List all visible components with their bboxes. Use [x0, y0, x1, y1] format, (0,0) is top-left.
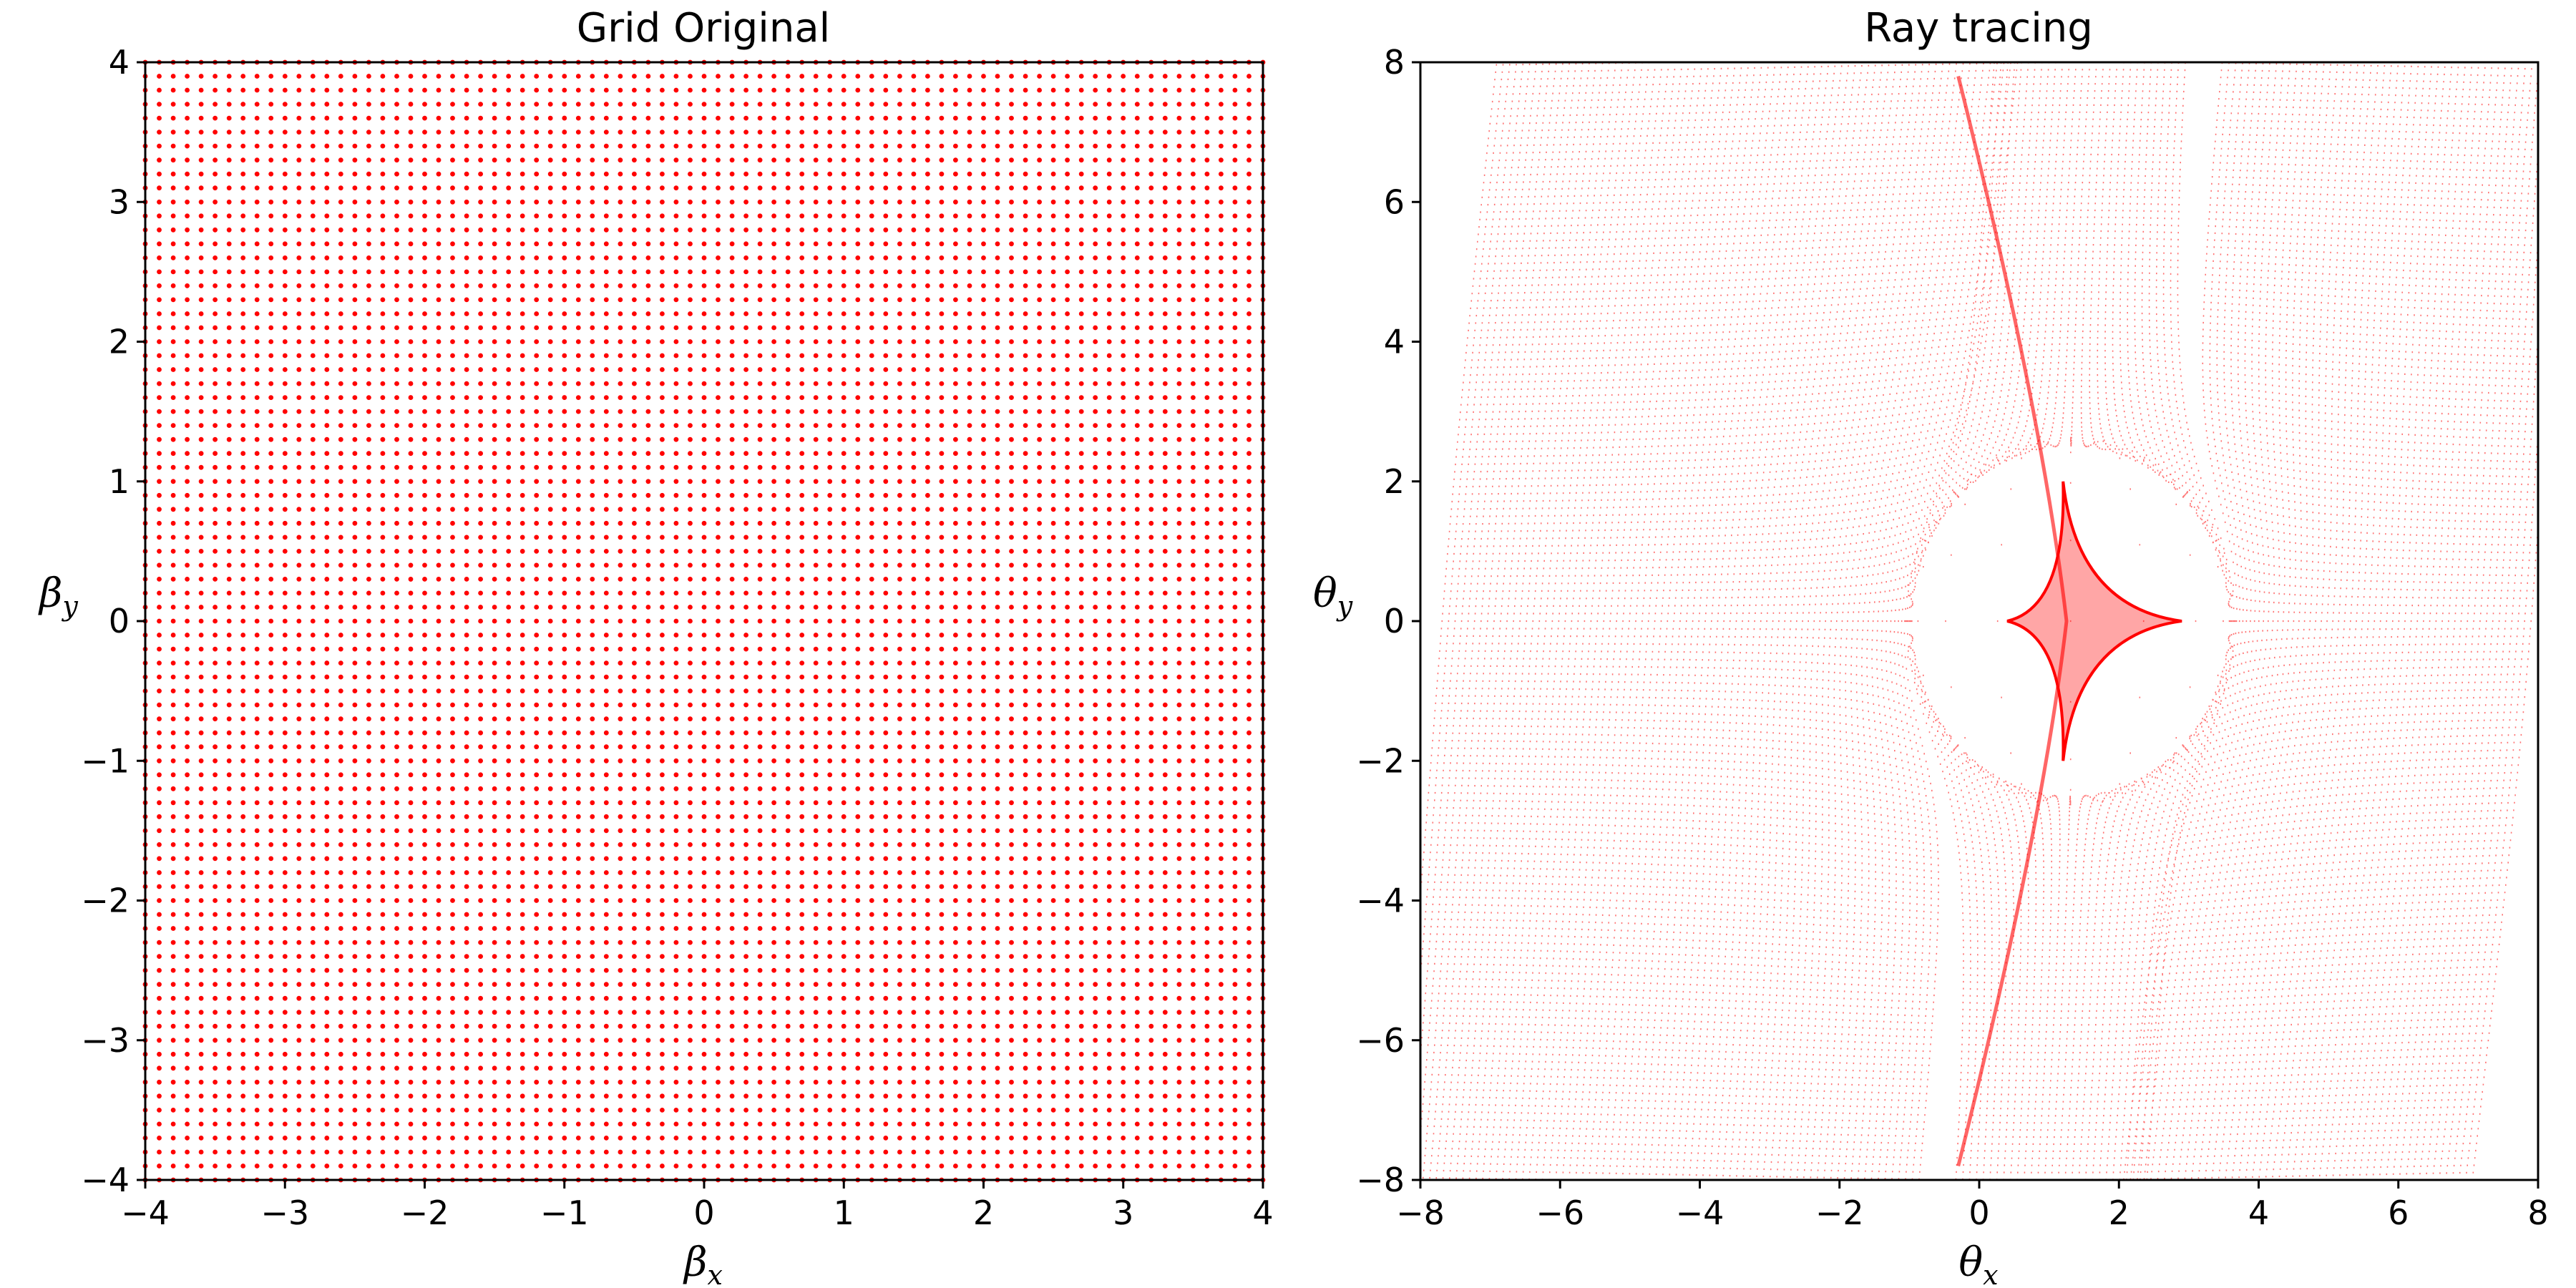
- y-tick-label: 6: [1384, 182, 1405, 221]
- x-axis-label-symbol: θ: [1958, 1239, 1983, 1286]
- y-axis-label-symbol: β: [38, 570, 62, 617]
- y-tick-label: 3: [109, 182, 130, 221]
- y-tick-label: 2: [109, 323, 130, 361]
- grid-point-markers: [142, 59, 1266, 1183]
- y-axis-label-subscript: y: [61, 590, 78, 622]
- x-tick-label: 2: [973, 1194, 994, 1232]
- y-axis-label-subscript: y: [1336, 590, 1353, 622]
- caustic-diamond: [2006, 481, 2182, 761]
- y-tick-label: −2: [81, 882, 130, 920]
- y-tick-label: −4: [1356, 882, 1405, 920]
- scatter-points: [142, 59, 1266, 1183]
- chart-title: Grid Original: [577, 5, 830, 52]
- y-tick-label: 0: [1384, 602, 1405, 640]
- x-tick-label: −1: [540, 1194, 589, 1232]
- y-axis-ticks: −8 −6 −4 −2 0 2 4 6 8: [1356, 43, 1420, 1199]
- x-tick-label: 1: [834, 1194, 854, 1232]
- x-axis-label: θx: [1958, 1239, 1998, 1288]
- y-axis-ticks: −4 −3 −2 −1 0 1 2 3 4: [81, 43, 145, 1199]
- y-tick-label: 2: [1384, 462, 1405, 501]
- x-tick-label: −8: [1396, 1194, 1445, 1232]
- x-tick-label: −2: [1815, 1194, 1864, 1232]
- y-tick-label: 1: [109, 462, 130, 501]
- x-tick-label: −2: [401, 1194, 449, 1232]
- y-tick-label: −8: [1356, 1161, 1405, 1199]
- x-tick-label: 0: [1968, 1194, 1989, 1232]
- grid-original-panel: Grid Original −4 −3 −2 −1 0 1 2 3 4 −4 −3 −2 −1 0 1 2 3…: [38, 5, 1274, 1288]
- y-tick-label: 4: [109, 43, 130, 82]
- y-tick-label: −3: [81, 1021, 130, 1060]
- plot-frame: [1419, 61, 2540, 1181]
- x-tick-label: 6: [2388, 1194, 2409, 1232]
- x-axis-label-symbol: β: [683, 1239, 707, 1286]
- y-tick-label: −1: [81, 741, 130, 780]
- x-axis-label: βx: [683, 1239, 723, 1288]
- x-tick-label: −4: [1676, 1194, 1724, 1232]
- scatter-points: [1420, 62, 2540, 1181]
- ray-traced-point-markers: [1420, 62, 2540, 1181]
- y-tick-label: 4: [1384, 323, 1405, 361]
- x-tick-label: 0: [693, 1194, 714, 1232]
- y-axis-label: βy: [38, 570, 78, 622]
- x-tick-label: 8: [2527, 1194, 2548, 1232]
- x-axis-ticks: −4 −3 −2 −1 0 1 2 3 4: [121, 1180, 1274, 1232]
- y-tick-label: −2: [1356, 741, 1405, 780]
- x-tick-label: 3: [1113, 1194, 1133, 1232]
- y-axis-label-symbol: θ: [1313, 570, 1337, 617]
- x-tick-label: −6: [1536, 1194, 1584, 1232]
- x-axis-label-subscript: x: [707, 1259, 722, 1288]
- ray-tracing-panel: Ray tracing −8 −6 −4 −2 0 2 4 6 8 −8−6−4−202468 …: [1313, 5, 2549, 1288]
- x-tick-label: 2: [2109, 1194, 2129, 1232]
- x-tick-label: 4: [2248, 1194, 2269, 1232]
- y-tick-label: 8: [1384, 43, 1405, 82]
- y-tick-label: 0: [109, 602, 130, 640]
- chart-title: Ray tracing: [1864, 5, 2093, 52]
- x-axis-ticks: −8 −6 −4 −2 0 2 4 6 8: [1396, 1180, 2549, 1232]
- x-axis-label-subscript: x: [1983, 1259, 1998, 1288]
- x-tick-label: 4: [1252, 1194, 1273, 1232]
- y-tick-label: −6: [1356, 1021, 1405, 1060]
- caustic-streak: [1956, 75, 2069, 1167]
- x-tick-label: −3: [260, 1194, 309, 1232]
- y-axis-label: θy: [1313, 570, 1353, 622]
- x-tick-label: −4: [121, 1194, 170, 1232]
- y-tick-label: −4: [81, 1161, 130, 1199]
